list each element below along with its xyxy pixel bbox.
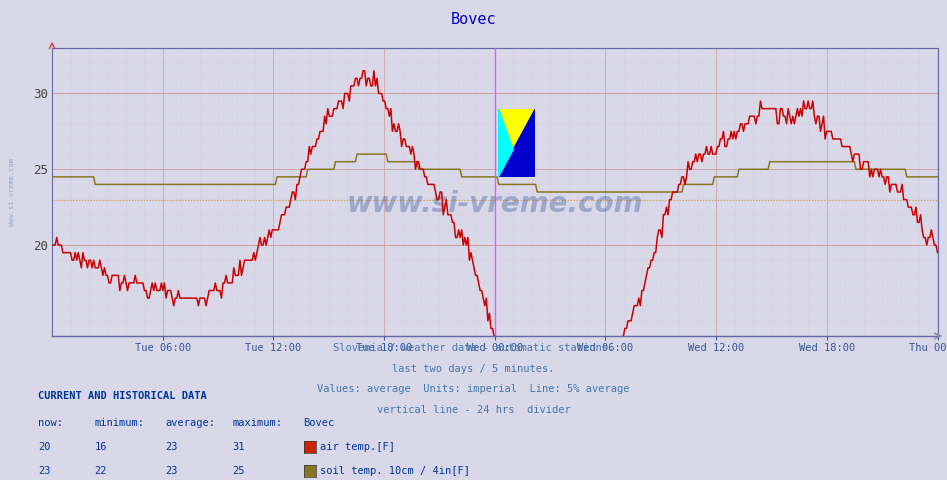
Text: Bovec: Bovec bbox=[451, 12, 496, 27]
Text: www.si-vreme.com: www.si-vreme.com bbox=[347, 190, 643, 217]
Polygon shape bbox=[498, 108, 513, 177]
Text: Slovenia / weather data - automatic stations.: Slovenia / weather data - automatic stat… bbox=[333, 343, 614, 353]
Polygon shape bbox=[498, 108, 535, 177]
Text: Bovec: Bovec bbox=[303, 418, 334, 428]
Text: 16: 16 bbox=[95, 442, 107, 452]
Text: 22: 22 bbox=[95, 466, 107, 476]
Text: minimum:: minimum: bbox=[95, 418, 145, 428]
Text: www.si-vreme.com: www.si-vreme.com bbox=[9, 158, 15, 226]
Text: now:: now: bbox=[38, 418, 63, 428]
Text: 20: 20 bbox=[38, 442, 50, 452]
Text: CURRENT AND HISTORICAL DATA: CURRENT AND HISTORICAL DATA bbox=[38, 391, 206, 401]
Text: vertical line - 24 hrs  divider: vertical line - 24 hrs divider bbox=[377, 405, 570, 415]
Text: last two days / 5 minutes.: last two days / 5 minutes. bbox=[392, 364, 555, 374]
Text: soil temp. 10cm / 4in[F]: soil temp. 10cm / 4in[F] bbox=[320, 466, 470, 476]
Text: 23: 23 bbox=[166, 466, 178, 476]
Text: 23: 23 bbox=[166, 442, 178, 452]
Text: air temp.[F]: air temp.[F] bbox=[320, 442, 395, 452]
Text: average:: average: bbox=[166, 418, 216, 428]
Text: 25: 25 bbox=[232, 466, 244, 476]
Text: 31: 31 bbox=[232, 442, 244, 452]
Text: 23: 23 bbox=[38, 466, 50, 476]
Text: Values: average  Units: imperial  Line: 5% average: Values: average Units: imperial Line: 5%… bbox=[317, 384, 630, 395]
Text: maximum:: maximum: bbox=[232, 418, 282, 428]
Polygon shape bbox=[498, 108, 535, 177]
